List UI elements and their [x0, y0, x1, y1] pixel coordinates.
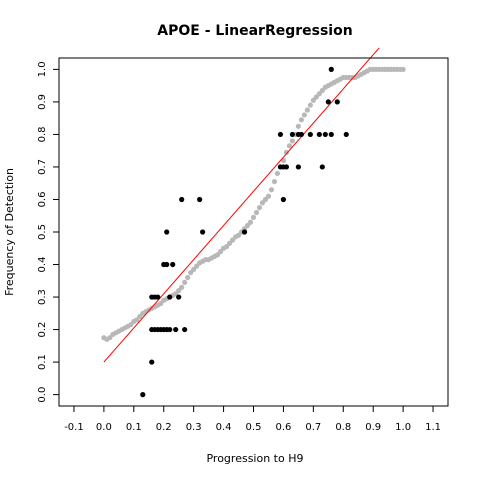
observed-point [328, 66, 334, 72]
smoothed-point [295, 123, 301, 129]
regression-line [103, 47, 380, 363]
observed-point [167, 294, 173, 300]
y-tick-label: 0.6 [37, 192, 48, 208]
x-tick-label: 1.1 [425, 422, 441, 433]
smoothed-point [307, 102, 313, 108]
y-tick-label: 0.7 [37, 159, 48, 175]
smoothed-point [253, 209, 260, 216]
observed-point [197, 196, 203, 203]
observed-point [155, 294, 161, 300]
smoothed-point [179, 284, 185, 290]
observed-point [170, 261, 176, 268]
y-axis-label: Frequency of Detection [3, 168, 16, 296]
observed-point [277, 131, 284, 138]
x-tick-label: 0.1 [126, 422, 142, 433]
observed-point [289, 131, 295, 138]
x-tick-label: 1.0 [395, 422, 411, 433]
smoothed-point [182, 279, 188, 286]
observed-point [173, 326, 179, 333]
x-tick-label: 0.0 [96, 422, 112, 433]
observed-point [328, 131, 334, 138]
chart-title: APOE - LinearRegression [157, 23, 352, 39]
smoothed-point [304, 107, 310, 113]
observed-point [298, 131, 304, 138]
observed-point [322, 131, 328, 138]
y-axis: 0.0 0.1 0.2 0.3 0.4 0.5 0.6 0.7 0.8 0.9 1.0 [37, 61, 59, 403]
smoothed-point [250, 214, 257, 220]
x-tick-label: 0.8 [335, 422, 351, 433]
observed-point [140, 392, 146, 398]
observed-point [334, 99, 340, 105]
x-tick-label: 0.3 [186, 422, 202, 433]
observed-point [343, 131, 349, 138]
smoothed-point [247, 219, 254, 225]
observed-point [176, 294, 182, 300]
x-tick-label: 0.2 [156, 422, 172, 433]
observed-point [182, 326, 188, 333]
smoothed-point [400, 66, 406, 72]
y-tick-label: 0.3 [37, 289, 48, 305]
plot-area [101, 47, 406, 398]
smoothed-point [265, 193, 272, 199]
x-tick-label: 0.5 [246, 422, 262, 433]
observed-point [167, 326, 173, 333]
observed-point [316, 131, 322, 138]
y-tick-label: 0.5 [37, 224, 48, 240]
smoothed-point [274, 170, 281, 177]
observed-point [319, 164, 325, 170]
observed-point [280, 196, 287, 203]
y-tick-label: 0.2 [37, 322, 48, 338]
smoothed-point [256, 205, 263, 211]
smoothed-point [271, 178, 278, 185]
observed-point [200, 229, 206, 235]
x-tick-label: 0.9 [365, 422, 381, 433]
observed-point [307, 131, 313, 138]
y-tick-label: 0.0 [37, 387, 48, 403]
x-tick-label: 0.6 [275, 422, 291, 433]
smoothed-point [286, 143, 293, 149]
y-tick-label: 0.9 [37, 94, 48, 110]
observed-point [164, 261, 170, 268]
observed-point [241, 229, 248, 235]
observed-point [179, 196, 185, 203]
y-tick-label: 0.1 [37, 354, 48, 370]
y-tick-label: 0.8 [37, 126, 48, 142]
smoothed-point [283, 149, 290, 155]
observed-point [325, 99, 331, 105]
smoothed-point [289, 138, 295, 144]
observed-point [164, 229, 170, 235]
y-tick-label: 0.4 [37, 257, 48, 273]
observed-point [149, 359, 155, 365]
smoothed-point [185, 274, 191, 281]
smoothed-point [298, 117, 304, 123]
x-axis: -0.1 0.0 0.1 0.2 0.3 0.4 0.5 0.6 0.7 0.8 0.9 1.0 1.1 [64, 406, 441, 433]
plot-border [58, 57, 449, 407]
smoothed-point [301, 112, 307, 118]
x-tick-label: -0.1 [64, 422, 84, 433]
smoothed-point [268, 187, 275, 193]
observed-point [295, 164, 301, 170]
y-tick-label: 1.0 [37, 61, 48, 77]
x-tick-label: 0.4 [216, 422, 232, 433]
observed-point [283, 164, 290, 170]
x-axis-label: Progression to H9 [206, 452, 303, 465]
x-tick-label: 0.7 [305, 422, 321, 433]
